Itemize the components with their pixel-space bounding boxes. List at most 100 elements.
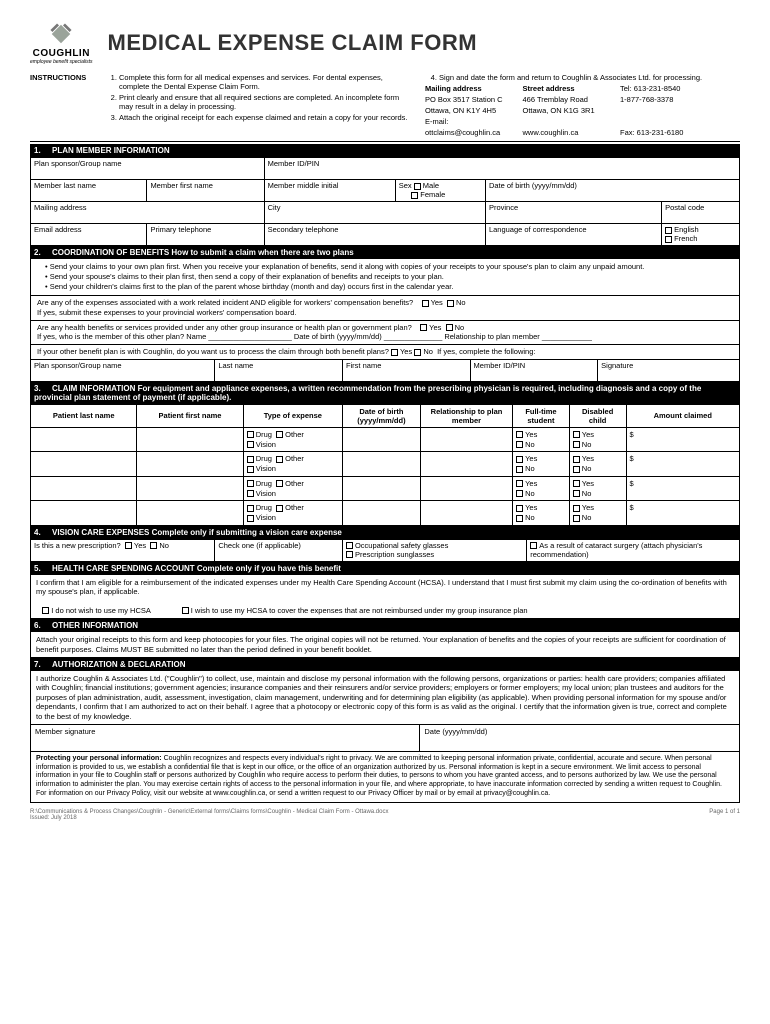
s2-b3: Send your children's claims first to the… bbox=[45, 282, 733, 291]
claim-row[interactable]: Drug OtherVision YesNo YesNo $ bbox=[31, 427, 740, 452]
s2-q2-no[interactable] bbox=[446, 324, 453, 331]
signature-row: Member signature Date (yyyy/mm/dd) bbox=[30, 725, 740, 752]
s4-q1[interactable]: Is this a new prescription? Yes No bbox=[31, 539, 215, 561]
section-4-table: Is this a new prescription? Yes No Check… bbox=[30, 539, 740, 562]
section-6-header: 6.OTHER INFORMATION bbox=[30, 619, 740, 632]
s2-q3-yes[interactable] bbox=[391, 349, 398, 356]
logo-tagline: employee benefit specialists bbox=[30, 59, 93, 65]
footer: R:\Communications & Process Changes\Coug… bbox=[30, 809, 740, 821]
web: www.coughlin.ca bbox=[523, 128, 621, 137]
th-amount: Amount claimed bbox=[626, 404, 739, 427]
s5-opt1-cb[interactable] bbox=[42, 607, 49, 614]
claim-table: Patient last name Patient first name Typ… bbox=[30, 404, 740, 526]
logo-brand: COUGHLIN bbox=[33, 48, 90, 59]
th-fname: Patient first name bbox=[137, 404, 243, 427]
postal-field[interactable]: Postal code bbox=[662, 202, 740, 224]
email-field[interactable]: Email address bbox=[31, 224, 147, 246]
s2-q1-no[interactable] bbox=[447, 300, 454, 307]
street-1: 466 Tremblay Road bbox=[523, 95, 621, 104]
sex-field[interactable]: Sex Male Female bbox=[395, 180, 485, 202]
footer-path: R:\Communications & Process Changes\Coug… bbox=[30, 809, 388, 815]
s2-lname[interactable]: Last name bbox=[215, 359, 343, 381]
claim-row[interactable]: Drug OtherVision YesNo YesNo $ bbox=[31, 476, 740, 501]
s2-q1-yes[interactable] bbox=[422, 300, 429, 307]
s4-opts1[interactable]: Occupational safety glassesPrescription … bbox=[342, 539, 526, 561]
email: ottclaims@coughlin.ca bbox=[425, 128, 523, 137]
section-2-header: 2.COORDINATION OF BENEFITS How to submit… bbox=[30, 246, 740, 259]
s2-q1: Are any of the expenses associated with … bbox=[30, 295, 740, 320]
claim-row[interactable]: Drug OtherVision YesNo YesNo $ bbox=[31, 452, 740, 477]
street-2: Ottawa, ON K1G 3R1 bbox=[523, 106, 621, 115]
s2-q3: If your other benefit plan is with Cough… bbox=[30, 344, 740, 359]
header: COUGHLIN employee benefit specialists ME… bbox=[30, 20, 740, 65]
instructions-left: Complete this form for all medical expen… bbox=[105, 73, 415, 137]
page-title: MEDICAL EXPENSE CLAIM FORM bbox=[108, 30, 478, 56]
lname-field[interactable]: Member last name bbox=[31, 180, 147, 202]
s2-q2-yes[interactable] bbox=[420, 324, 427, 331]
tel1-field[interactable]: Primary telephone bbox=[147, 224, 264, 246]
prov-field[interactable]: Province bbox=[485, 202, 661, 224]
s4-opts2[interactable]: As a result of cataract surgery (attach … bbox=[527, 539, 740, 561]
th-disabled: Disabled child bbox=[569, 404, 626, 427]
s4-check: Check one (if applicable) bbox=[215, 539, 343, 561]
lang-opts[interactable]: EnglishFrench bbox=[662, 224, 740, 246]
th-rel: Relationship to plan member bbox=[420, 404, 512, 427]
member-id-field[interactable]: Member ID/PIN bbox=[264, 158, 739, 180]
dob-field[interactable]: Date of birth (yyyy/mm/dd) bbox=[485, 180, 739, 202]
s5-text: I confirm that I am eligible for a reimb… bbox=[30, 575, 740, 620]
member-signature[interactable]: Member signature bbox=[31, 725, 420, 751]
logo-icon bbox=[47, 20, 75, 48]
mailing-1: PO Box 3517 Station C bbox=[425, 95, 523, 104]
street-label: Street address bbox=[523, 84, 575, 93]
addr-field[interactable]: Mailing address bbox=[31, 202, 265, 224]
s2-b2: Send your spouse's claims to their plan … bbox=[45, 272, 733, 281]
footer-date: Issued: July 2018 bbox=[30, 815, 388, 821]
mailing-label: Mailing address bbox=[425, 84, 482, 93]
s2-sponsor[interactable]: Plan sponsor/Group name bbox=[31, 359, 215, 381]
s2-other-plan-table: Plan sponsor/Group name Last name First … bbox=[30, 359, 740, 382]
section-5-header: 5.HEALTH CARE SPENDING ACCOUNT Complete … bbox=[30, 562, 740, 575]
fax: Fax: 613-231-6180 bbox=[620, 128, 740, 137]
email-label: E-mail: bbox=[425, 117, 523, 126]
section-1-table: Plan sponsor/Group name Member ID/PIN Me… bbox=[30, 157, 740, 246]
instr-1: Complete this form for all medical expen… bbox=[119, 73, 415, 91]
th-dob: Date of birth (yyyy/mm/dd) bbox=[342, 404, 420, 427]
instructions: INSTRUCTIONS Complete this form for all … bbox=[30, 73, 740, 142]
claim-row[interactable]: Drug OtherVision YesNo YesNo $ bbox=[31, 501, 740, 526]
instr-3: Attach the original receipt for each exp… bbox=[119, 113, 415, 122]
tel2-field[interactable]: Secondary telephone bbox=[264, 224, 485, 246]
privacy-block: Protecting your personal information: Co… bbox=[30, 752, 740, 803]
mi-field[interactable]: Member middle initial bbox=[264, 180, 395, 202]
footer-page: Page 1 of 1 bbox=[709, 809, 740, 821]
section-2-bullets: Send your claims to your own plan first.… bbox=[30, 259, 740, 295]
instr-4: Sign and date the form and return to Cou… bbox=[439, 73, 740, 82]
s2-q3-no[interactable] bbox=[414, 349, 421, 356]
privacy-label: Protecting your personal information: bbox=[36, 755, 162, 762]
tel: Tel: 613-231-8540 bbox=[620, 84, 680, 93]
s7-auth-text: I authorize Coughlin & Associates Ltd. (… bbox=[30, 671, 740, 725]
s5-opt2-cb[interactable] bbox=[182, 607, 189, 614]
lang-field: Language of correspondence bbox=[485, 224, 661, 246]
s2-fname[interactable]: First name bbox=[342, 359, 470, 381]
s2-q2: Are any health benefits or services prov… bbox=[30, 320, 740, 345]
section-3-header: 3.CLAIM INFORMATION For equipment and ap… bbox=[30, 382, 740, 404]
s2-member-id[interactable]: Member ID/PIN bbox=[470, 359, 598, 381]
th-lname: Patient last name bbox=[31, 404, 137, 427]
th-type: Type of expense bbox=[243, 404, 342, 427]
instructions-label: INSTRUCTIONS bbox=[30, 73, 105, 137]
section-1-header: 1.PLAN MEMBER INFORMATION bbox=[30, 144, 740, 157]
mailing-2: Ottawa, ON K1Y 4H5 bbox=[425, 106, 523, 115]
fname-field[interactable]: Member first name bbox=[147, 180, 264, 202]
city-field[interactable]: City bbox=[264, 202, 485, 224]
instr-2: Print clearly and ensure that all requir… bbox=[119, 93, 415, 111]
s2-sig[interactable]: Signature bbox=[598, 359, 740, 381]
signature-date[interactable]: Date (yyyy/mm/dd) bbox=[420, 725, 739, 751]
s2-b1: Send your claims to your own plan first.… bbox=[45, 262, 733, 271]
instructions-right: Sign and date the form and return to Cou… bbox=[415, 73, 740, 137]
th-student: Full-time student bbox=[513, 404, 570, 427]
logo: COUGHLIN employee benefit specialists bbox=[30, 20, 93, 65]
s6-text: Attach your original receipts to this fo… bbox=[30, 632, 740, 658]
section-4-header: 4.VISION CARE EXPENSES Complete only if … bbox=[30, 526, 740, 539]
sponsor-field[interactable]: Plan sponsor/Group name bbox=[31, 158, 265, 180]
section-7-header: 7.AUTHORIZATION & DECLARATION bbox=[30, 658, 740, 671]
